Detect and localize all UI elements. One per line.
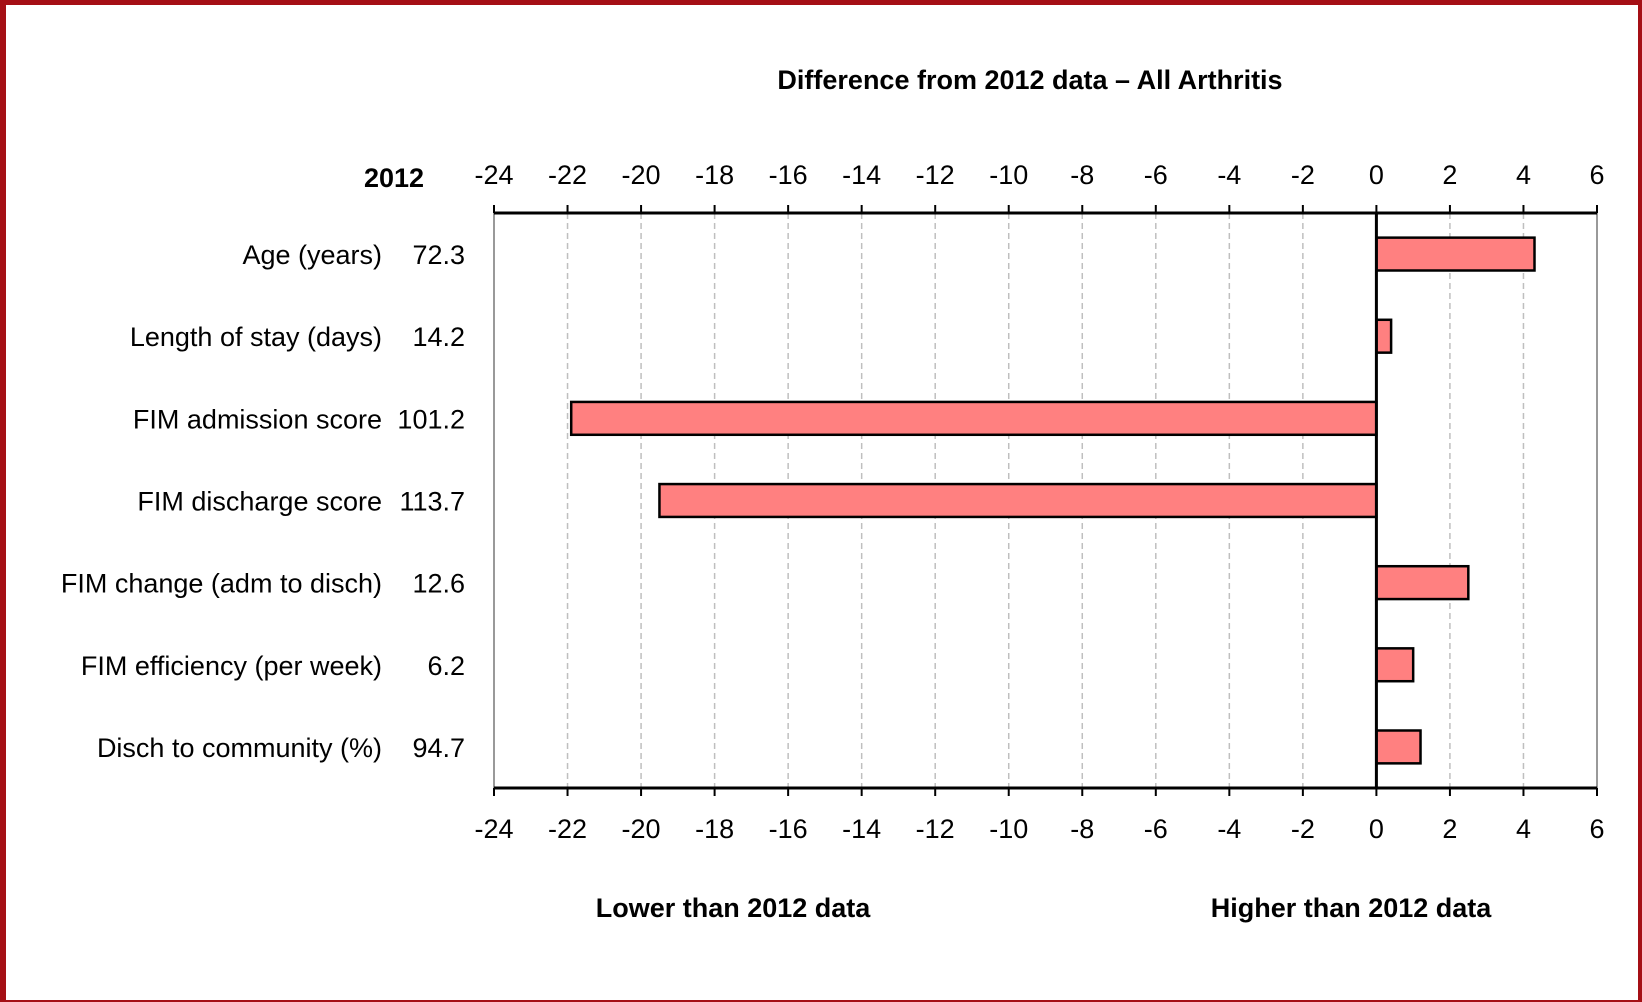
x-tick-label-top: -6 — [1144, 160, 1168, 190]
higher-than-label: Higher than 2012 data — [1211, 893, 1493, 923]
x-tick-label-bottom: -22 — [548, 814, 587, 844]
x-tick-label-top: -24 — [474, 160, 513, 190]
bar — [1375, 647, 1415, 683]
x-tick-label-top: 2 — [1442, 160, 1457, 190]
baseline-values: 72.3 14.2 101.2 113.7 12.6 6.2 94.7 — [397, 240, 465, 763]
baseline-value: 12.6 — [412, 569, 465, 599]
x-tick-label-bottom: -2 — [1291, 814, 1315, 844]
axes — [493, 205, 1598, 796]
baseline-column-header: 2012 — [364, 163, 424, 193]
x-tick-label-top: 6 — [1589, 160, 1604, 190]
x-tick-label-bottom: -4 — [1217, 814, 1241, 844]
x-tick-label-top: -14 — [842, 160, 881, 190]
x-tick-label-top: -20 — [622, 160, 661, 190]
x-tick-label-top: -10 — [989, 160, 1028, 190]
category-label: Disch to community (%) — [97, 733, 382, 763]
x-tick-label-top: -8 — [1070, 160, 1094, 190]
x-tick-label-bottom: -8 — [1070, 814, 1094, 844]
category-label: Length of stay (days) — [130, 322, 382, 352]
baseline-value: 6.2 — [427, 651, 465, 681]
x-tick-label-bottom: -18 — [695, 814, 734, 844]
baseline-value: 94.7 — [412, 733, 465, 763]
bar — [1375, 318, 1393, 354]
x-tick-label-top: -2 — [1291, 160, 1315, 190]
baseline-value: 101.2 — [397, 404, 465, 434]
x-tick-label-top: -4 — [1217, 160, 1241, 190]
bar — [1375, 564, 1470, 601]
x-tick-label-bottom: -24 — [474, 814, 513, 844]
bar — [1375, 236, 1536, 272]
x-tick-label-top: -16 — [769, 160, 808, 190]
category-labels: Age (years) Length of stay (days) FIM admi… — [61, 240, 382, 763]
bars — [569, 236, 1536, 765]
bottom-tick-labels: -24 -22 -20 -18 -16 -14 -12 -10 -8 -6 -4 -2 0 2 4 6 — [474, 814, 1604, 844]
bar — [1375, 729, 1422, 765]
bar — [658, 482, 1378, 519]
x-tick-label-bottom: 4 — [1516, 814, 1531, 844]
x-tick-label-top: -18 — [695, 160, 734, 190]
x-tick-label-bottom: 6 — [1589, 814, 1604, 844]
chart-title: Difference from 2012 data – All Arthriti… — [777, 65, 1282, 95]
x-tick-label-bottom: -16 — [769, 814, 808, 844]
category-label: Age (years) — [242, 240, 382, 270]
x-tick-label-bottom: -14 — [842, 814, 881, 844]
baseline-value: 113.7 — [399, 487, 465, 517]
lower-than-label: Lower than 2012 data — [596, 893, 872, 923]
x-tick-label-top: 4 — [1516, 160, 1531, 190]
x-tick-label-top: 0 — [1369, 160, 1384, 190]
baseline-value: 72.3 — [412, 240, 465, 270]
top-tick-labels: -24 -22 -20 -18 -16 -14 -12 -10 -8 -6 -4 -2 0 2 4 6 — [474, 160, 1604, 190]
category-label: FIM admission score — [133, 404, 382, 434]
baseline-value: 14.2 — [412, 322, 465, 352]
x-tick-label-bottom: 2 — [1442, 814, 1457, 844]
x-tick-label-bottom: -10 — [989, 814, 1028, 844]
x-tick-label-bottom: -12 — [916, 814, 955, 844]
category-label: FIM change (adm to disch) — [61, 569, 382, 599]
bar — [569, 400, 1378, 437]
category-label: FIM efficiency (per week) — [81, 651, 382, 681]
x-tick-label-top: -22 — [548, 160, 587, 190]
x-tick-label-top: -12 — [916, 160, 955, 190]
gridlines — [493, 213, 1598, 788]
x-tick-label-bottom: -6 — [1144, 814, 1168, 844]
x-tick-label-bottom: 0 — [1369, 814, 1384, 844]
category-label: FIM discharge score — [137, 487, 382, 517]
x-tick-label-bottom: -20 — [622, 814, 661, 844]
